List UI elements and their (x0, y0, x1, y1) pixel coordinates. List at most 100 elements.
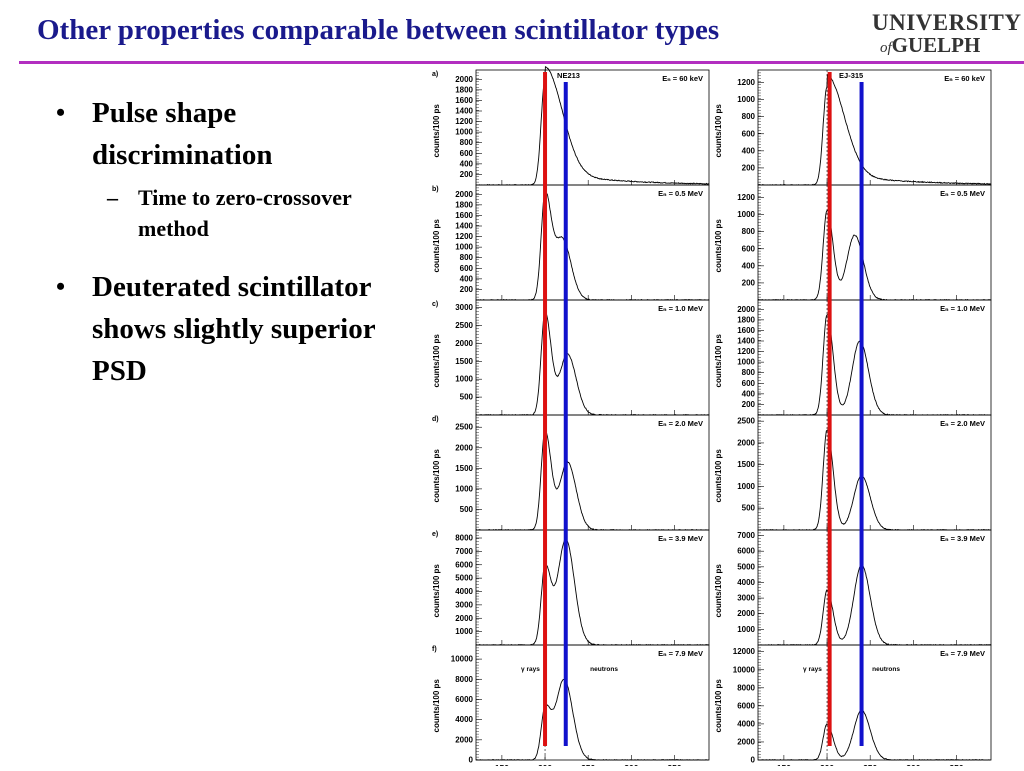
panel-id-label: b) (432, 186, 439, 193)
panel-id-label: c) (432, 301, 438, 308)
y-tick-label: 800 (460, 253, 474, 262)
panel-id-label: a) (432, 71, 438, 78)
y-tick-label: 1400 (455, 107, 473, 116)
panel-frame (475, 184, 710, 301)
bullet-text: Deuterated scintillator shows slightly s… (92, 271, 376, 387)
y-axis-label: counts/100 ps (714, 679, 723, 733)
panel-frame (475, 414, 710, 531)
y-tick-label: 2000 (455, 75, 473, 84)
y-tick-label: 200 (742, 163, 756, 172)
y-tick-label: 6000 (455, 560, 473, 569)
y-tick-label: 6000 (737, 547, 755, 556)
y-tick-label: 10000 (451, 655, 474, 664)
scintillator-type-label: EJ-315 (839, 71, 863, 80)
bullet-text: Pulse shape discrimination (92, 97, 273, 171)
panel-id-label: f) (432, 646, 437, 653)
y-tick-label: 2000 (455, 190, 473, 199)
panel-id-label: d) (432, 416, 439, 423)
y-tick-label: 1000 (737, 625, 755, 634)
y-tick-label: 1500 (737, 460, 755, 469)
y-tick-label: 600 (460, 149, 474, 158)
panel-frame (475, 69, 710, 186)
y-tick-label: 800 (460, 138, 474, 147)
y-tick-label: 1200 (455, 232, 473, 241)
x-tick-label: 300 (624, 763, 638, 766)
y-tick-label: 800 (742, 112, 756, 121)
spectrum-curve (475, 429, 709, 531)
dash-icon: – (107, 185, 118, 210)
y-axis-label: counts/100 ps (714, 219, 723, 273)
y-tick-label: 400 (742, 261, 756, 270)
y-tick-label: 200 (742, 278, 756, 287)
spectrum-curve (757, 73, 991, 186)
y-tick-label: 3000 (737, 594, 755, 603)
y-tick-label: 2000 (455, 614, 473, 623)
logo-guelph: GUELPH (891, 33, 981, 57)
energy-label: Eₙ = 0.5 MeV (940, 189, 985, 198)
x-tick-label: 250 (863, 763, 877, 766)
y-tick-label: 800 (742, 368, 756, 377)
y-tick-label: 4000 (737, 719, 755, 728)
logo-of: of (880, 40, 892, 56)
panel-id-label: e) (432, 531, 438, 538)
y-axis-label: counts/100 ps (432, 679, 441, 733)
spectrum-curve (475, 190, 709, 301)
y-tick-label: 2500 (455, 321, 473, 330)
y-tick-label: 1600 (455, 211, 473, 220)
energy-label: Eₙ = 3.9 MeV (658, 534, 703, 543)
panel-frame (757, 529, 992, 646)
x-tick-label: 350 (667, 763, 681, 766)
y-tick-label: 8000 (737, 683, 755, 692)
y-tick-label: 1000 (455, 375, 473, 384)
y-tick-label: 500 (460, 393, 474, 402)
energy-label: Eₙ = 7.9 MeV (940, 649, 985, 658)
y-tick-label: 2000 (737, 438, 755, 447)
spectrum-curve (475, 65, 709, 186)
y-tick-label: 2000 (737, 305, 755, 314)
bullet-item: • Deuterated scintillator shows slightly … (52, 266, 422, 392)
y-tick-label: 3000 (455, 303, 473, 312)
scintillator-type-label: NE213 (557, 71, 580, 80)
y-tick-label: 200 (460, 170, 474, 179)
y-tick-label: 2500 (737, 417, 755, 426)
y-tick-label: 200 (742, 400, 756, 409)
y-tick-label: 2000 (737, 737, 755, 746)
y-tick-label: 600 (742, 129, 756, 138)
panel-frame (475, 299, 710, 416)
panel-frame (757, 69, 992, 186)
y-tick-label: 200 (460, 285, 474, 294)
y-tick-label: 1600 (455, 96, 473, 105)
y-tick-label: 4000 (455, 587, 473, 596)
x-tick-label: 350 (949, 763, 963, 766)
bullet-dot-icon: • (56, 272, 66, 301)
y-tick-label: 1000 (737, 482, 755, 491)
y-tick-label: 1000 (737, 210, 755, 219)
y-tick-label: 400 (460, 274, 474, 283)
y-tick-label: 4000 (455, 715, 473, 724)
y-axis-label: counts/100 ps (714, 104, 723, 158)
gamma-rays-label: γ rays (803, 666, 822, 673)
y-tick-label: 1800 (737, 315, 755, 324)
energy-label: Eₙ = 0.5 MeV (658, 189, 703, 198)
y-tick-label: 8000 (455, 675, 473, 684)
y-tick-label: 1200 (737, 193, 755, 202)
y-tick-label: 1000 (737, 358, 755, 367)
spectrum-curve (758, 313, 991, 416)
y-tick-label: 1200 (737, 347, 755, 356)
title-divider (19, 61, 1024, 64)
y-tick-label: 400 (460, 159, 474, 168)
energy-label: Eₙ = 1.0 MeV (658, 304, 703, 313)
y-tick-label: 6000 (455, 695, 473, 704)
x-tick-label: 200 (538, 763, 552, 766)
y-tick-label: 2000 (737, 609, 755, 618)
energy-label: Eₙ = 60 keV (662, 74, 703, 83)
y-tick-label: 2000 (455, 339, 473, 348)
energy-label: Eₙ = 7.9 MeV (658, 649, 703, 658)
spectrum-curve (475, 311, 709, 416)
y-tick-label: 500 (460, 505, 474, 514)
x-tick-label: 250 (581, 763, 595, 766)
energy-label: Eₙ = 3.9 MeV (940, 534, 985, 543)
y-axis-label: counts/100 ps (714, 449, 723, 503)
spectrum-curve (758, 209, 991, 301)
